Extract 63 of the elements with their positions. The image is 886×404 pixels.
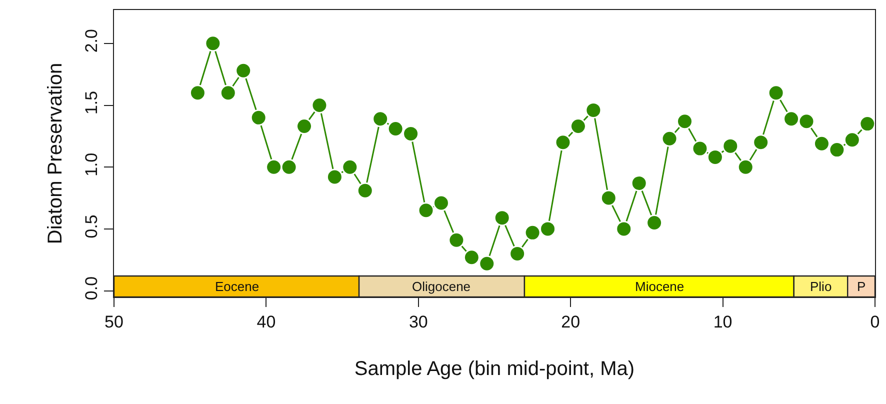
y-tick-label: 1.5	[82, 90, 102, 115]
band-label: Eocene	[215, 279, 260, 294]
point	[616, 220, 632, 238]
point	[280, 158, 298, 176]
point	[494, 210, 510, 226]
point	[676, 113, 693, 130]
point	[783, 110, 800, 128]
band-label: Plio	[810, 279, 832, 294]
point	[250, 109, 267, 126]
x-tick-label: 40	[256, 312, 276, 332]
point	[828, 142, 846, 158]
point	[706, 148, 724, 166]
point	[692, 140, 708, 157]
point	[859, 116, 875, 132]
band-label: P	[857, 279, 866, 294]
point	[266, 158, 282, 176]
point	[418, 202, 434, 219]
y-tick-label: 1.0	[82, 152, 102, 176]
point	[204, 35, 222, 52]
point	[235, 62, 252, 79]
band-label: Miocene	[635, 279, 684, 294]
point	[798, 113, 815, 130]
point	[570, 118, 586, 135]
point	[372, 110, 389, 128]
x-axis-title: Sample Age (bin mid-point, Ma)	[354, 358, 635, 380]
point	[356, 182, 374, 199]
point	[509, 245, 526, 262]
point	[752, 134, 770, 151]
point	[661, 130, 678, 147]
x-tick-label: 50	[104, 312, 124, 332]
x-tick-label: 10	[713, 312, 732, 332]
band-label: Oligocene	[412, 279, 471, 294]
x-tick-label: 0	[870, 312, 880, 332]
y-tick-label: 2.0	[82, 29, 102, 53]
point	[737, 158, 754, 176]
point	[402, 125, 420, 142]
x-tick-label: 20	[561, 312, 580, 332]
x-tick-label: 30	[408, 312, 428, 332]
point	[554, 134, 572, 151]
point	[768, 84, 784, 102]
point	[844, 132, 860, 148]
point	[220, 84, 236, 102]
point	[387, 120, 404, 138]
point	[630, 174, 648, 192]
point	[432, 194, 450, 212]
y-axis-title: Diatom Preservation	[44, 62, 67, 244]
point	[540, 220, 556, 238]
point	[600, 190, 617, 206]
y-tick-label: 0.5	[82, 214, 102, 238]
point	[478, 255, 496, 272]
point	[463, 249, 480, 266]
point	[585, 102, 602, 118]
y-tick-label: 0.0	[82, 276, 102, 300]
point	[813, 135, 830, 152]
point	[722, 138, 739, 154]
point	[448, 232, 465, 248]
point	[646, 214, 663, 232]
point	[342, 158, 358, 176]
point	[524, 224, 541, 241]
point	[189, 84, 206, 102]
point	[311, 97, 328, 114]
point	[296, 118, 312, 135]
point	[326, 168, 343, 186]
